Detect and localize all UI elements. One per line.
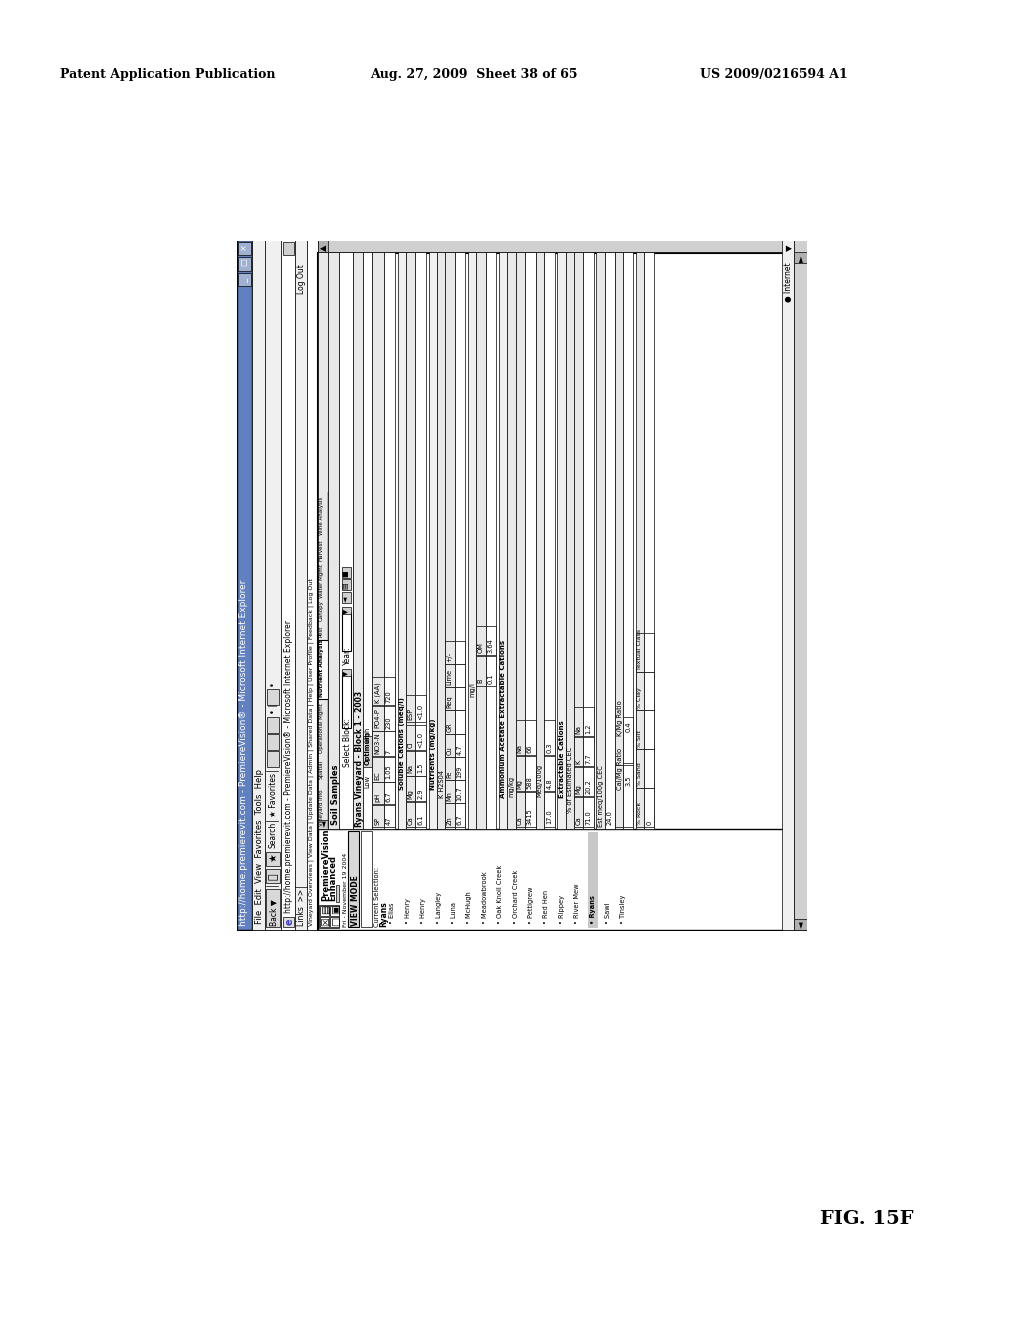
Text: US 2009/0216594 A1: US 2009/0216594 A1 — [700, 69, 848, 81]
Text: Patent Application Publication: Patent Application Publication — [60, 69, 275, 81]
Text: Aug. 27, 2009  Sheet 38 of 65: Aug. 27, 2009 Sheet 38 of 65 — [370, 69, 578, 81]
Text: FIG. 15F: FIG. 15F — [820, 1210, 913, 1228]
